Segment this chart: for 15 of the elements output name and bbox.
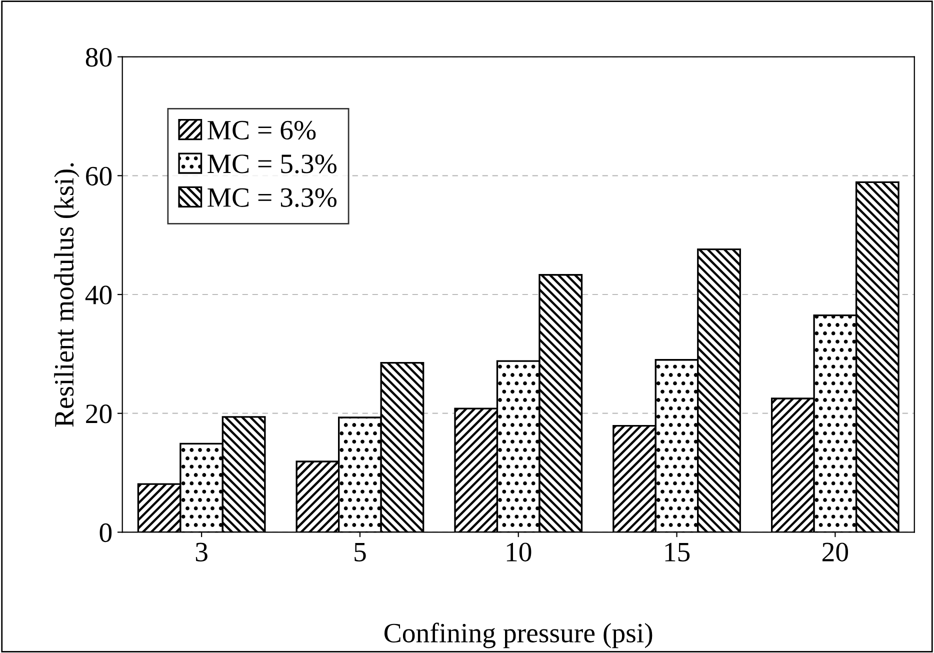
y-tick-label: 80 bbox=[86, 48, 112, 67]
x-tick-label: 5 bbox=[354, 543, 366, 562]
x-tick-label: 20 bbox=[822, 542, 848, 562]
y-tick-label: 60 bbox=[86, 166, 112, 186]
y-tick-label: 40 bbox=[85, 286, 112, 304]
legend-label: MC = 6% bbox=[208, 120, 316, 140]
x-tick-label: 10 bbox=[506, 542, 532, 562]
legend-label: MC = 3.3% bbox=[208, 188, 337, 208]
x-tick-label: 15 bbox=[665, 542, 690, 562]
x-axis-title: Confining pressure (psi) bbox=[384, 622, 652, 648]
x-tick-label: 3 bbox=[196, 542, 208, 562]
y-tick-label: 20 bbox=[86, 404, 112, 424]
y-axis-title: Resilient modulus (ksi). bbox=[54, 163, 80, 427]
y-tick-label: 0 bbox=[100, 523, 112, 542]
legend-label: MC = 5.3% bbox=[208, 154, 337, 174]
